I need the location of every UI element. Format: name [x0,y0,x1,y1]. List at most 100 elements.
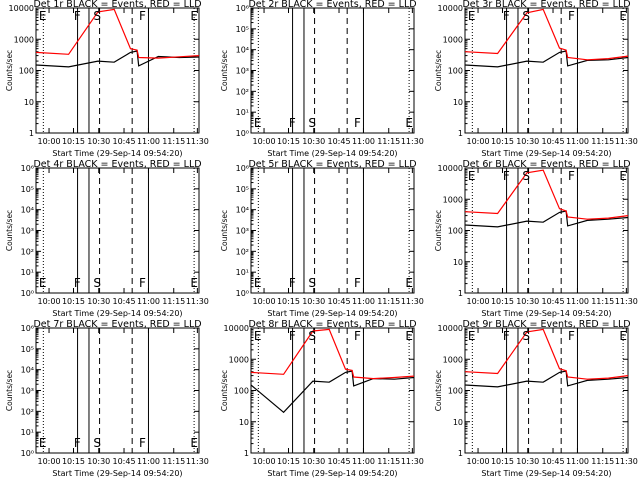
det3-events-line [464,50,629,68]
det4-ytick-label: 10⁴ [21,206,34,215]
det5-marker-letter: F [354,276,361,290]
det1-xtick-label: 10:00 [38,137,61,146]
det6-ylabel: Counts/sec [434,210,443,251]
det8-axes-frame [250,327,415,454]
det3-xtick-label: 11:15 [591,137,614,146]
det9-xlabel: Start Time (29-Sep-14 09:54:20) [481,469,611,478]
det1-marker-letter: F [139,9,146,23]
det2-ytick-label: 10¹ [236,108,249,117]
det6-xlabel: Start Time (29-Sep-14 09:54:20) [481,309,611,318]
det7-xtick-label: 11:15 [162,457,185,466]
det4-ytick-label: 10³ [21,227,34,236]
det2-ytick-label: 10⁰ [236,129,249,138]
det5-marker-letter: E [254,276,262,290]
det4-ytick-label: 10² [21,247,34,256]
det5-ytick-label: 10⁵ [236,185,249,194]
det3-marker-letter: F [503,9,510,23]
det3-xtick-label: 10:45 [541,137,564,146]
det6-xtick-label: 10:00 [467,297,490,306]
det7-axes-frame [35,327,200,454]
det8-xtick-label: 10:30 [302,457,325,466]
det7-ytick-label: 10⁴ [21,366,34,375]
det8-marker-letter: S [308,329,316,343]
det5-marker-letter: F [289,276,296,290]
det3-panel [464,7,629,134]
det4-axes-frame [35,167,200,294]
det1-marker-letter: E [39,9,47,23]
det2-title: Det 2r BLACK = Events, RED = LLD [248,0,416,10]
det9-ytick-label: 1000 [443,355,463,364]
det2-xtick-label: 11:30 [401,137,424,146]
det6-ytick-label: 100 [448,227,463,236]
det8-ytick-label: 100 [234,387,249,396]
det9-ytick-label: 100 [448,387,463,396]
det9-ylabel: Counts/sec [434,370,443,411]
det8-marker-letter: E [405,329,413,343]
det7-xlabel: Start Time (29-Sep-14 09:54:20) [52,469,182,478]
det7-marker-letter: F [139,436,146,450]
det2-ytick-label: 10⁵ [236,25,249,34]
det2-ytick-label: 10³ [236,67,249,76]
det2-xtick-label: 10:00 [253,137,276,146]
det2-xtick-label: 10:30 [302,137,325,146]
det2-ytick-label: 10² [236,87,249,96]
det9-marker-letter: E [619,329,627,343]
det8-xtick-label: 10:45 [327,457,350,466]
det8-lld-line [250,328,415,380]
det6-title: Det 6r BLACK = Events, RED = LLD [462,159,630,170]
det7-ytick-label: 10⁵ [21,345,34,354]
det1-lld-line [35,8,200,59]
det3-xlabel: Start Time (29-Sep-14 09:54:20) [481,149,611,158]
det8-xtick-label: 11:15 [377,457,400,466]
det4-xtick-label: 11:00 [137,297,160,306]
det5-xtick-label: 10:45 [327,297,350,306]
det1-axes-frame [35,7,200,134]
det7-panel [35,327,200,454]
det1-marker-letter: F [74,9,81,23]
det6-marker-letter: E [619,169,627,183]
det4-marker-letter: F [139,276,146,290]
det6-marker-letter: F [503,169,510,183]
det1-marker-letter: E [190,9,198,23]
det5-ytick-label: 10⁰ [236,289,249,298]
det7-marker-letter: S [93,436,101,450]
det4-title: Det 4r BLACK = Events, RED = LLD [33,159,201,170]
det4-ytick-label: 10⁵ [21,185,34,194]
det5-xtick-label: 10:15 [277,297,300,306]
det4-ytick-label: 10⁰ [21,289,34,298]
det4-panel [35,167,200,294]
det3-ytick-label: 1000 [443,35,463,44]
det3-xtick-label: 10:00 [467,137,490,146]
det1-xtick-label: 11:00 [137,137,160,146]
det2-marker-letter: E [254,116,262,130]
det8-ytick-label: 1000 [229,355,249,364]
det7-title: Det 7r BLACK = Events, RED = LLD [33,319,201,330]
det2-marker-letter: E [405,116,413,130]
det2-ytick-label: 10⁶ [236,4,249,13]
det6-xtick-label: 11:15 [591,297,614,306]
det1-xtick-label: 10:45 [112,137,135,146]
det3-xtick-label: 10:15 [491,137,514,146]
det7-xtick-label: 10:45 [112,457,135,466]
det8-xtick-label: 11:00 [352,457,375,466]
det6-ytick-label: 10 [453,258,463,267]
det4-ylabel: Counts/sec [5,210,14,251]
det4-marker-letter: E [39,276,47,290]
det8-xtick-label: 10:15 [277,457,300,466]
det1-xtick-label: 10:15 [62,137,85,146]
det4-xlabel: Start Time (29-Sep-14 09:54:20) [52,309,182,318]
det7-ytick-label: 10⁰ [21,449,34,458]
det3-lld-line [464,8,629,61]
det6-ytick-label: 1000 [443,195,463,204]
det5-ytick-label: 10² [236,247,249,256]
det4-xtick-label: 10:15 [62,297,85,306]
det8-marker-letter: E [254,329,262,343]
det8-ytick-label: 10 [239,418,249,427]
det1-ytick-label: 10000 [9,4,34,13]
det9-xtick-label: 11:30 [615,457,638,466]
det8-panel [250,327,415,454]
det8-ytick-label: 1 [244,449,249,458]
det9-axes-frame [464,327,629,454]
det6-marker-letter: F [568,169,575,183]
